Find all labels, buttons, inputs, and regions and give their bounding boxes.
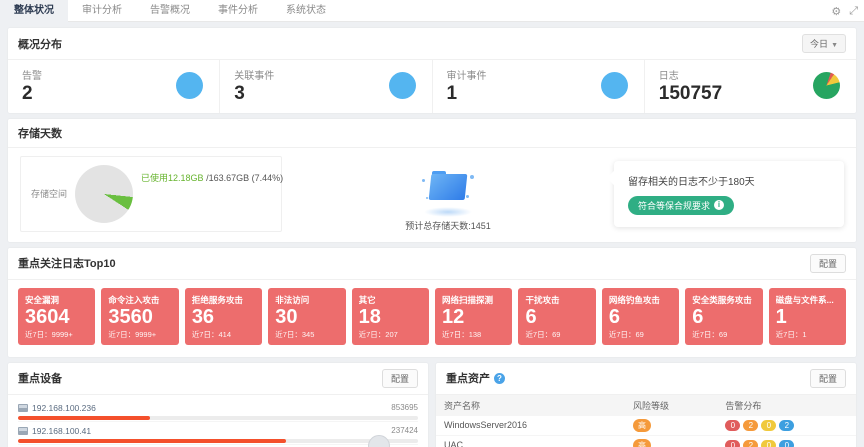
device-row[interactable]: 192.168.100.236 853695 (18, 399, 418, 422)
col-risk-level: 风险等级 (625, 394, 718, 416)
assets-config-button[interactable]: 配置 (809, 368, 846, 388)
stat-correlated-events: 关联事件 3 (220, 60, 433, 113)
risk-badge: 高 (633, 438, 651, 447)
storage-days-block: 预计总存储天数:1451 (292, 156, 604, 232)
device-icon (18, 426, 28, 435)
top10-card-item[interactable]: 网络钓鱼攻击 6 近7日：69 (601, 287, 680, 345)
storage-pie-chart (75, 164, 134, 223)
top10-card-item[interactable]: 网络扫描探测 12 近7日：138 (435, 287, 513, 345)
storage-space-label: 存储空间 (31, 189, 68, 200)
logs-pie-icon (813, 71, 840, 99)
storage-space-box: 存储空间 已使用12.18GB /163.67GB (7.44%) (20, 155, 283, 232)
stat-value: 2 (22, 83, 33, 104)
device-bar (18, 438, 418, 443)
top10-title: 重点关注日志Top10 (18, 258, 116, 271)
info-icon: i (714, 200, 725, 211)
compliance-card: 留存相关的日志不少于180天 符合等保合规要求 i (614, 160, 844, 227)
tab-system-status[interactable]: 系统状态 (286, 4, 326, 16)
compliance-badge-button[interactable]: 符合等保合规要求 i (628, 195, 735, 215)
stat-label: 审计事件 (446, 71, 487, 82)
stat-audit-events: 审计事件 1 (433, 60, 645, 113)
stat-logs: 日志 150757 (645, 60, 856, 113)
top10-card-item[interactable]: 命令注入攻击 3560 近7日：9999+ (101, 287, 179, 345)
stat-label: 日志 (658, 71, 679, 82)
tab-overall-status[interactable]: 整体状况 (0, 0, 68, 22)
help-icon[interactable]: ? (494, 372, 505, 384)
tab-alert-overview[interactable]: 告警概况 (150, 4, 190, 16)
chevron-down-icon: ▼ (831, 42, 838, 49)
storage-days-text: 预计总存储天数:1451 (405, 220, 491, 231)
storage-usage-text: 已使用12.18GB /163.67GB (7.44%) (141, 171, 283, 184)
storage-card: 存储天数 存储空间 已使用12.18GB /163.67GB (7.44%) (8, 118, 856, 242)
date-range-select[interactable]: 今日 ▼ (802, 34, 846, 53)
stat-value: 150757 (658, 83, 723, 104)
device-row[interactable]: 192.168.100.41 237424 (18, 422, 418, 445)
top10-card-item[interactable]: 安全漏洞 3604 近7日：9999+ (18, 287, 96, 345)
top10-config-button[interactable]: 配置 (809, 253, 846, 273)
top10-cards-row: 安全漏洞 3604 近7日：9999+ 命令注入攻击 3560 近7日：9999… (8, 280, 856, 357)
device-bar (18, 415, 418, 420)
top10-card-item[interactable]: 非法访问 30 近7日：345 (268, 287, 346, 345)
top10-card-item[interactable]: 安全类服务攻击 6 近7日：69 (685, 287, 763, 345)
col-asset-name: 资产名称 (436, 394, 625, 416)
top10-card-item[interactable]: 拒绝服务攻击 36 近7日：414 (184, 287, 263, 345)
devices-title: 重点设备 (18, 373, 62, 386)
tab-event-analysis[interactable]: 事件分析 (218, 4, 258, 16)
fullscreen-icon[interactable]: ⤢ (849, 4, 858, 17)
alerts-circle-icon (176, 71, 204, 99)
device-icon (18, 403, 28, 412)
key-devices-card: 重点设备 配置 192.168.100.236 853695 192.168.1… (8, 362, 428, 447)
key-assets-card: 重点资产 ? 配置 资产名称 风险等级 告警分布 WindowsServer20… (436, 362, 856, 447)
risk-badge: 高 (633, 418, 651, 432)
stat-alerts: 告警 2 (8, 60, 221, 113)
stat-label: 告警 (22, 71, 42, 82)
assets-title: 重点资产 ? (446, 370, 505, 386)
top10-card-item[interactable]: 其它 18 近7日：207 (351, 287, 430, 345)
gear-icon[interactable]: ⚙ (831, 5, 842, 18)
top-tab-bar: 整体状况 审计分析 告警概况 事件分析 系统状态 ⚙ ⤢ (0, 0, 864, 22)
overview-card: 概况分布 今日 ▼ 告警 2 关联事件 3 审计事件 1 日志 (8, 28, 856, 113)
stat-label: 关联事件 (234, 71, 275, 82)
folder-icon (418, 165, 478, 217)
col-alert-dist: 告警分布 (717, 394, 856, 416)
storage-title: 存储天数 (18, 127, 62, 140)
stat-value: 1 (446, 83, 458, 104)
tab-audit-analysis[interactable]: 审计分析 (82, 4, 122, 16)
top10-card: 重点关注日志Top10 配置 安全漏洞 3604 近7日：9999+ 命令注入攻… (8, 247, 856, 357)
storage-total-text: /163.67GB (7.44%) (206, 172, 284, 183)
top10-card-item[interactable]: 干扰攻击 6 近7日：69 (518, 287, 596, 345)
compliance-note: 留存相关的日志不少于180天 (628, 176, 755, 188)
top10-card-item[interactable]: 磁盘与文件系... 1 近7日：1 (768, 287, 847, 345)
dashboard-page: 概况分布 今日 ▼ 告警 2 关联事件 3 审计事件 1 日志 (0, 22, 864, 447)
audit-circle-icon (600, 71, 628, 99)
storage-used-text: 已使用12.18GB (141, 172, 204, 183)
overview-title: 概况分布 (18, 38, 62, 51)
stat-value: 3 (234, 83, 245, 104)
devices-config-button[interactable]: 配置 (381, 368, 418, 388)
events-circle-icon (388, 71, 416, 99)
